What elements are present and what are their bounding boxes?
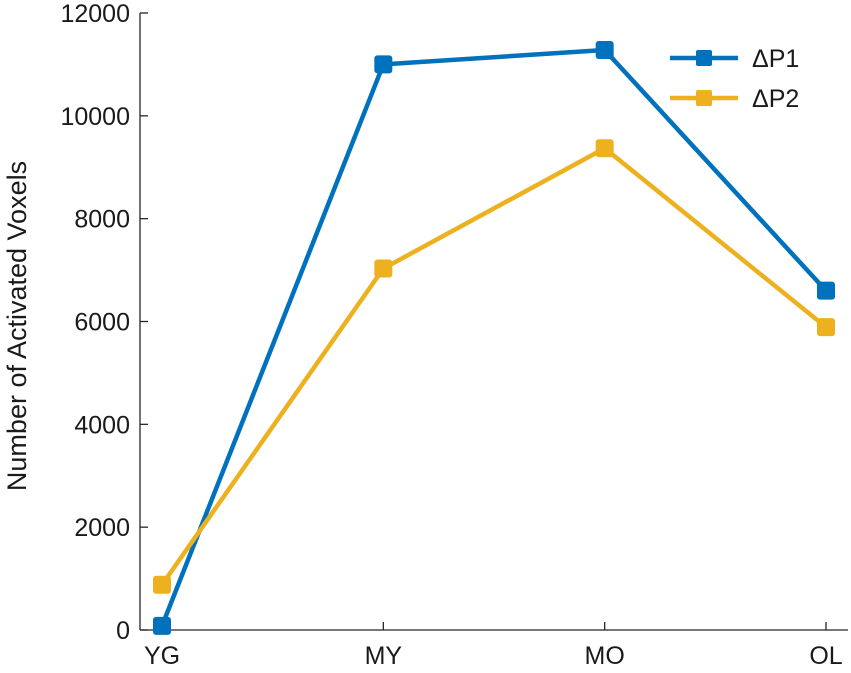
data-point	[595, 139, 614, 158]
x-tick-label: MO	[585, 642, 625, 670]
y-axis-title: Number of Activated Voxels	[2, 161, 32, 491]
y-tick-label: 4000	[74, 411, 130, 439]
legend-entry: ΔP1	[670, 45, 799, 73]
data-point	[817, 281, 835, 300]
legend-label: ΔP1	[752, 45, 799, 73]
data-point	[153, 575, 171, 594]
data-point	[595, 41, 614, 60]
series-line	[159, 47, 828, 627]
legend-marker	[696, 90, 712, 106]
y-tick-label: 8000	[74, 206, 130, 234]
data-point	[374, 55, 393, 74]
x-tick-label: YG	[144, 642, 180, 670]
x-tick-label: OL	[809, 642, 842, 670]
x-tick-label: MY	[365, 642, 403, 670]
data-point	[817, 318, 835, 337]
y-tick-label: 12000	[60, 0, 130, 28]
data-point	[153, 616, 171, 635]
axes: 0 2000 4000 6000 8000 10000 12000 YG MY MO OL	[60, 0, 848, 670]
legend-label: ΔP2	[752, 85, 799, 113]
legend-marker	[696, 50, 712, 66]
data-point	[374, 259, 393, 278]
series-2	[153, 139, 835, 594]
legend-entry: ΔP2	[670, 85, 799, 113]
y-tick-label: 0	[116, 617, 130, 645]
series-1	[153, 41, 835, 635]
y-tick-label: 10000	[60, 103, 130, 131]
y-tick-label: 2000	[74, 514, 130, 542]
y-tick-label: 6000	[74, 309, 130, 337]
series-layer	[153, 41, 835, 635]
series-line	[160, 145, 828, 587]
